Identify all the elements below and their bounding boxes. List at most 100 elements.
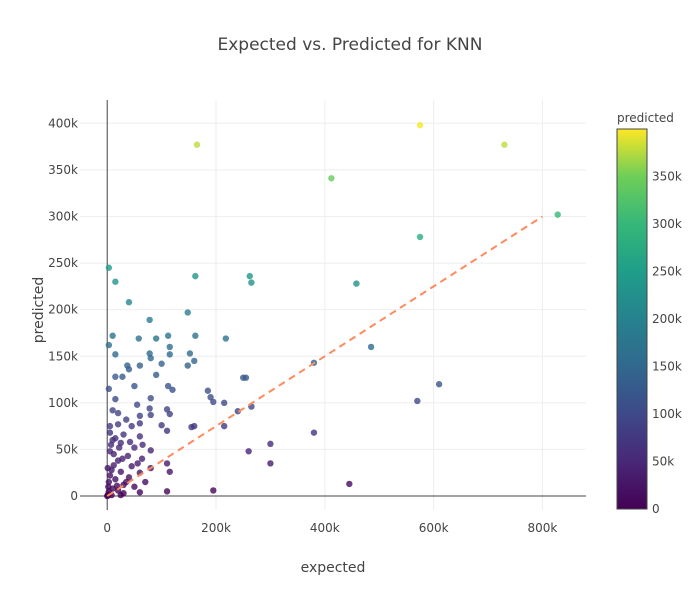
colorbar-gradient bbox=[616, 128, 648, 510]
data-point bbox=[267, 440, 274, 448]
data-point bbox=[136, 489, 144, 496]
data-point bbox=[112, 435, 119, 442]
grid bbox=[80, 100, 586, 510]
colorbar-ticks: 0 50k 100k 150k 200k 250k 300k 350k bbox=[652, 170, 682, 517]
y-axis-label: predicted bbox=[31, 277, 47, 343]
data-point bbox=[117, 468, 125, 475]
data-point bbox=[435, 381, 443, 388]
colorbar-tick-label: 50k bbox=[652, 455, 674, 469]
data-point bbox=[416, 233, 424, 241]
colorbar: predicted 0 50k 100k 150k 200k 250k 300k 350k bbox=[616, 111, 682, 517]
data-point bbox=[501, 141, 508, 148]
data-point bbox=[163, 488, 171, 495]
colorbar-title: predicted bbox=[617, 111, 674, 125]
data-point bbox=[246, 272, 253, 280]
data-point bbox=[119, 373, 126, 380]
x-axis-ticks: 0 200k 400k 600k 800k bbox=[103, 521, 557, 535]
data-point bbox=[163, 427, 171, 434]
data-point bbox=[131, 382, 138, 390]
data-point bbox=[115, 444, 123, 451]
data-point bbox=[112, 351, 119, 358]
colorbar-tick-label: 150k bbox=[652, 360, 682, 374]
data-point bbox=[109, 407, 116, 414]
data-point bbox=[123, 416, 130, 423]
data-point bbox=[124, 452, 132, 460]
y-tick-label: 100k bbox=[48, 396, 78, 410]
data-point bbox=[136, 433, 144, 440]
data-point bbox=[110, 462, 117, 469]
data-point bbox=[192, 272, 199, 280]
x-tick-label: 600k bbox=[419, 521, 449, 535]
data-point bbox=[222, 335, 230, 342]
colorbar-tick-label: 0 bbox=[652, 502, 660, 516]
data-point bbox=[136, 362, 144, 369]
data-point bbox=[147, 394, 154, 402]
data-point bbox=[166, 343, 173, 351]
data-point bbox=[120, 431, 127, 438]
data-point bbox=[346, 480, 353, 488]
y-axis-ticks: 0 50k 100k 150k 200k 250k 300k 350k 400k bbox=[48, 116, 78, 503]
data-point bbox=[125, 474, 133, 481]
data-point bbox=[106, 472, 114, 479]
x-tick-label: 400k bbox=[310, 521, 340, 535]
data-point bbox=[310, 429, 318, 436]
data-point bbox=[131, 444, 138, 451]
data-point bbox=[146, 405, 153, 412]
colorbar-tick-label: 250k bbox=[652, 265, 682, 279]
data-point bbox=[248, 279, 255, 286]
data-point bbox=[147, 411, 154, 419]
data-point bbox=[163, 460, 171, 467]
data-point bbox=[147, 354, 154, 362]
axes bbox=[80, 100, 586, 510]
data-point bbox=[112, 278, 119, 285]
data-point bbox=[184, 309, 191, 316]
data-point bbox=[192, 332, 199, 339]
data-point bbox=[163, 406, 171, 413]
data-point bbox=[234, 408, 241, 415]
data-point bbox=[158, 422, 165, 429]
data-point bbox=[114, 409, 122, 417]
data-point bbox=[554, 211, 561, 218]
data-point bbox=[126, 438, 134, 446]
data-point bbox=[353, 280, 360, 287]
y-tick-label: 0 bbox=[70, 489, 78, 503]
data-point bbox=[131, 483, 138, 490]
y-tick-label: 350k bbox=[48, 163, 78, 177]
colorbar-tick-label: 100k bbox=[652, 407, 682, 421]
data-point bbox=[152, 371, 160, 379]
data-point bbox=[169, 386, 176, 393]
data-point bbox=[107, 441, 115, 448]
data-point bbox=[105, 478, 113, 486]
y-tick-label: 250k bbox=[48, 256, 78, 270]
data-point bbox=[112, 373, 119, 380]
data-point bbox=[114, 421, 122, 428]
data-point bbox=[147, 447, 154, 454]
data-point bbox=[414, 397, 421, 405]
data-point bbox=[125, 299, 133, 306]
data-point bbox=[184, 362, 191, 369]
data-point bbox=[128, 422, 135, 430]
reference-line bbox=[106, 215, 544, 497]
data-point bbox=[210, 398, 217, 406]
y-tick-label: 300k bbox=[48, 209, 78, 223]
data-point bbox=[106, 429, 114, 436]
x-tick-label: 0 bbox=[103, 521, 111, 535]
reference-line-group bbox=[106, 215, 544, 497]
x-tick-label: 800k bbox=[528, 521, 558, 535]
data-point bbox=[191, 357, 198, 365]
data-point bbox=[164, 332, 172, 339]
data-point bbox=[139, 441, 146, 448]
data-point bbox=[138, 455, 146, 462]
data-point bbox=[105, 264, 113, 271]
data-point bbox=[142, 478, 149, 486]
data-point bbox=[110, 450, 117, 458]
data-point bbox=[136, 412, 144, 420]
data-point bbox=[210, 487, 217, 494]
data-point bbox=[204, 387, 212, 394]
data-point bbox=[166, 351, 173, 358]
colorbar-tick-label: 350k bbox=[652, 170, 682, 184]
data-point bbox=[112, 476, 119, 483]
data-point bbox=[109, 332, 116, 339]
data-point bbox=[104, 464, 111, 472]
